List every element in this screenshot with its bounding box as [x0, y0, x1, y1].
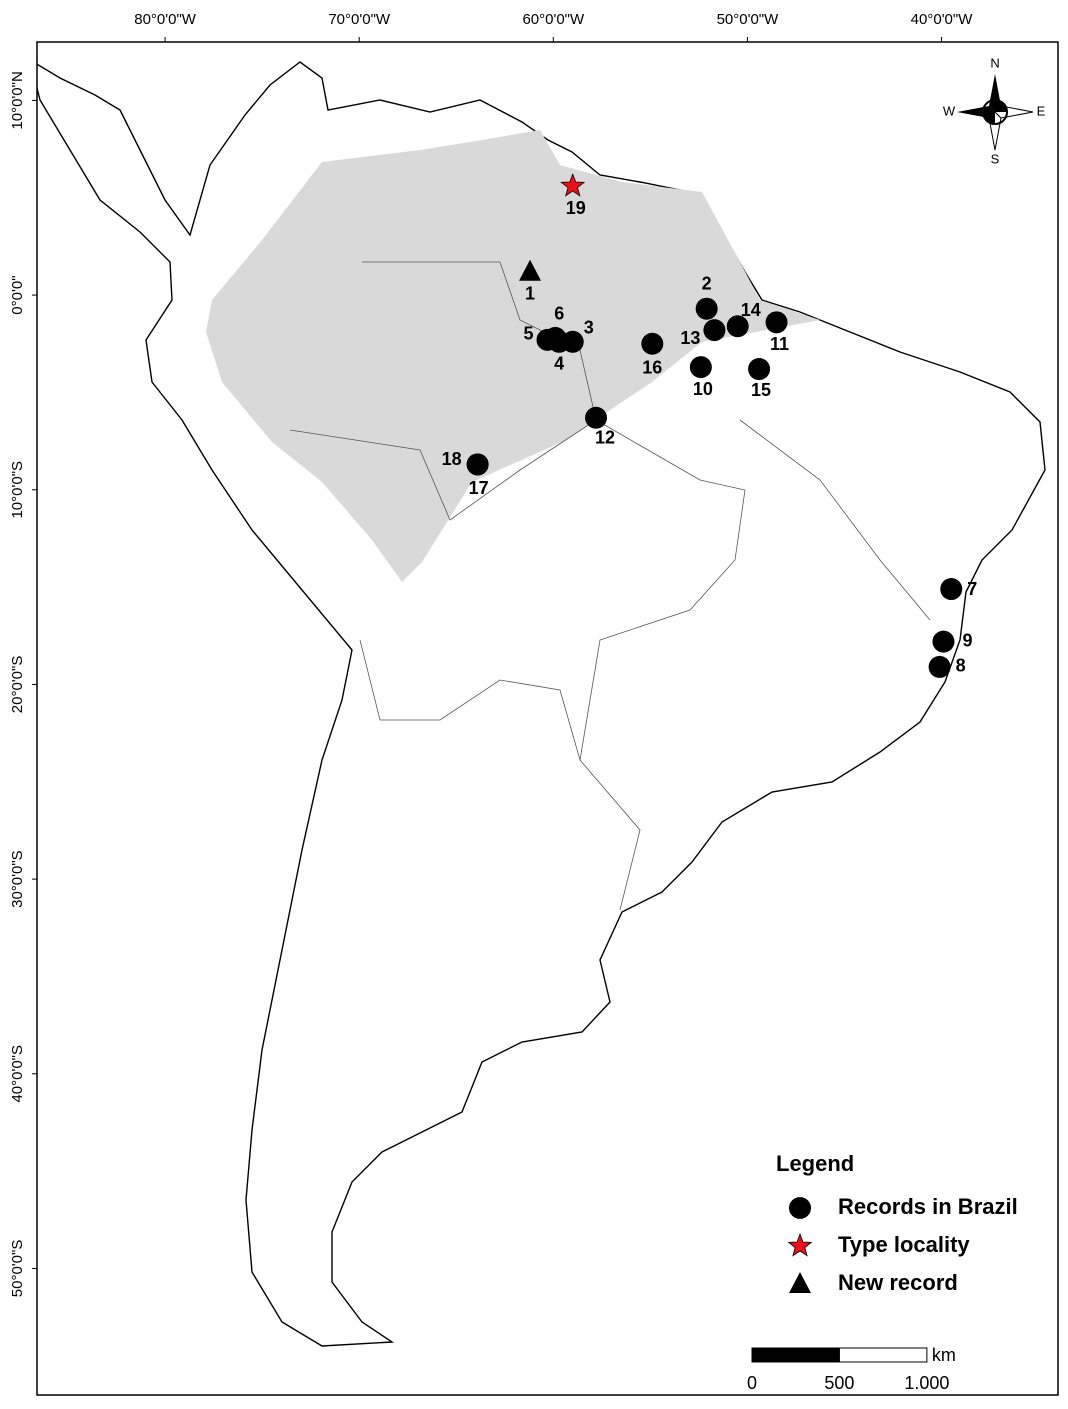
x-tick-label: 80°0'0"W — [134, 11, 197, 28]
new-record-marker — [519, 259, 542, 281]
record-marker — [726, 315, 749, 338]
scale-unit: km — [932, 1345, 956, 1365]
record-label: 17 — [469, 478, 489, 498]
record-label: 6 — [554, 304, 564, 324]
record-label: 4 — [554, 354, 564, 374]
record-marker — [641, 332, 664, 355]
legend-title: Legend — [776, 1151, 854, 1176]
record-label: 9 — [962, 630, 972, 650]
record-label: 3 — [584, 318, 594, 338]
record-label: 2 — [702, 273, 712, 293]
legend-marker — [789, 1272, 811, 1293]
record-label: 10 — [693, 379, 713, 399]
record-marker — [466, 453, 489, 476]
compass: N S E W — [943, 55, 1046, 166]
x-tick-label: 40°0'0"W — [911, 11, 974, 28]
compass-e: E — [1037, 103, 1046, 118]
record-label: 18 — [442, 449, 462, 469]
record-label: 13 — [680, 328, 700, 348]
map-body — [37, 61, 1046, 1347]
record-marker — [695, 297, 718, 320]
legend-label: Type locality — [838, 1232, 970, 1257]
legend-marker — [789, 1197, 811, 1219]
species-range — [206, 130, 820, 582]
scale-label: 500 — [824, 1373, 854, 1393]
record-label: 11 — [770, 334, 789, 354]
record-label: 16 — [642, 357, 662, 377]
y-tick-label: 10°0'0"S — [9, 461, 26, 519]
record-marker — [928, 655, 951, 678]
scale-label: 0 — [747, 1373, 757, 1393]
compass-fill — [983, 100, 1007, 124]
record-label: 15 — [751, 380, 771, 400]
y-tick-label: 20°0'0"S — [9, 656, 26, 714]
border — [739, 419, 931, 621]
compass-w: W — [943, 103, 956, 118]
borders — [289, 261, 931, 911]
y-tick-label: 40°0'0"S — [9, 1045, 26, 1103]
y-tick-label: 50°0'0"S — [9, 1240, 26, 1298]
record-marker — [585, 406, 608, 429]
scale-segment — [838, 1347, 928, 1363]
y-tick-label: 10°0'0"N — [9, 71, 26, 129]
scale-segment — [751, 1347, 840, 1363]
compass-s: S — [991, 151, 1000, 166]
legend-label: Records in Brazil — [838, 1194, 1018, 1219]
x-tick-label: 50°0'0"W — [717, 11, 780, 28]
record-marker — [689, 356, 712, 379]
border — [289, 419, 597, 521]
record-label: 14 — [741, 300, 761, 320]
legend-label: New record — [838, 1270, 958, 1295]
record-marker — [940, 578, 963, 601]
record-label: 19 — [566, 198, 586, 218]
record-label: 12 — [595, 427, 615, 447]
scale-label: 1.000 — [904, 1373, 949, 1393]
record-marker — [748, 358, 771, 381]
record-label: 7 — [967, 579, 977, 599]
record-marker — [544, 326, 567, 349]
record-label: 5 — [523, 324, 533, 344]
type-locality-marker — [560, 172, 586, 197]
legend-marker — [787, 1232, 813, 1257]
x-tick-label: 70°0'0"W — [328, 11, 391, 28]
x-tick-label: 60°0'0"W — [522, 11, 585, 28]
compass-n: N — [990, 55, 999, 70]
record-label: 1 — [525, 283, 535, 303]
record-marker — [703, 319, 726, 342]
record-marker — [932, 630, 955, 653]
y-tick-label: 0°0'0" — [9, 275, 26, 314]
record-marker — [765, 311, 788, 334]
record-label: 8 — [956, 656, 966, 676]
border — [359, 639, 581, 761]
frame — [36, 41, 1059, 1396]
y-tick-label: 30°0'0"S — [9, 850, 26, 908]
